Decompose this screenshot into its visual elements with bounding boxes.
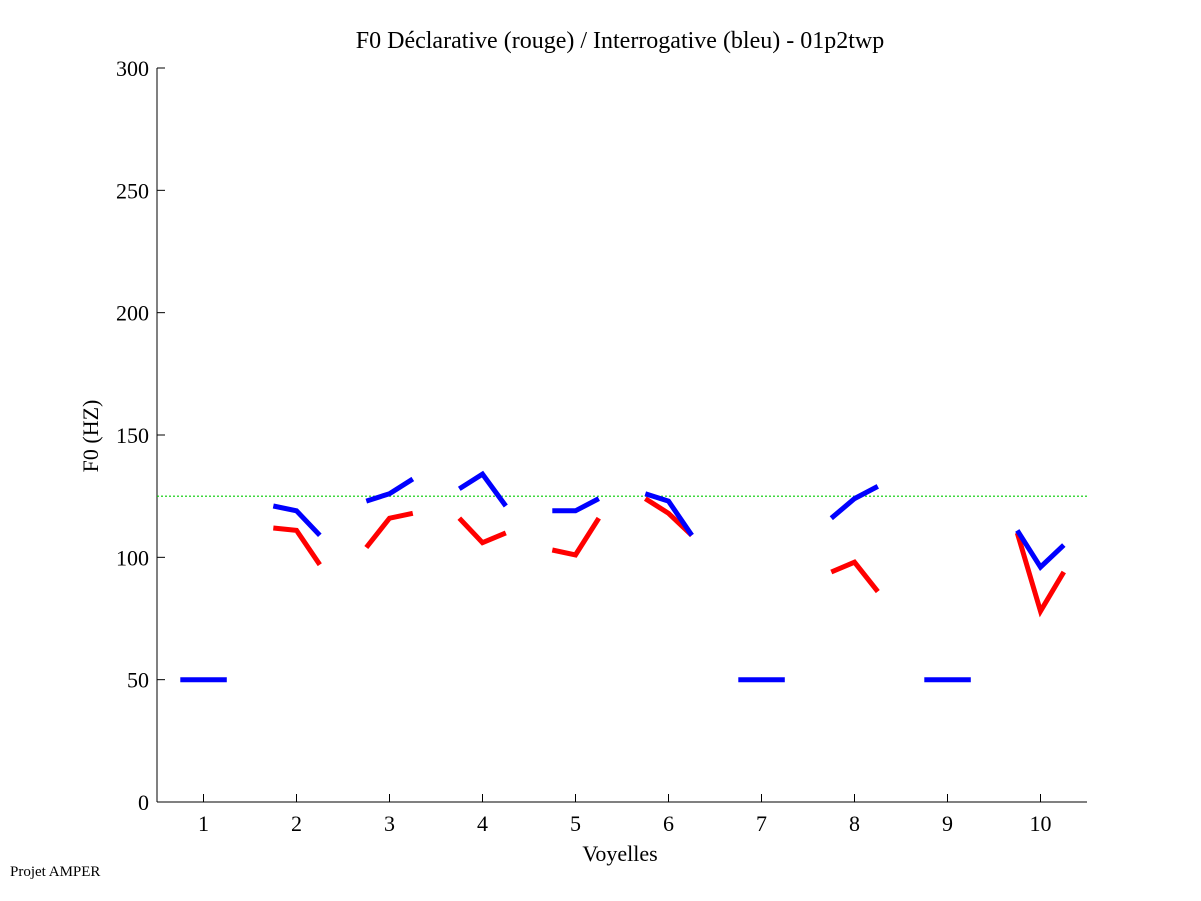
blue-series-segment-vowel-3 xyxy=(365,476,415,504)
red-series-segment-vowel-8 xyxy=(830,559,880,594)
y-tick-label: 250 xyxy=(116,178,149,203)
blue-series-segment-vowel-8 xyxy=(829,484,879,521)
y-tick-label: 300 xyxy=(116,56,149,81)
x-tick-label: 7 xyxy=(756,811,767,836)
red-series-segment-vowel-10 xyxy=(1014,532,1066,618)
chart-title: F0 Déclarative (rouge) / Interrogative (… xyxy=(356,28,884,54)
y-tick-label: 100 xyxy=(116,545,149,570)
red-series-segment-vowel-5 xyxy=(551,516,601,558)
footer-credit: Projet AMPER xyxy=(10,864,101,880)
red-series-segment-vowel-3 xyxy=(364,510,414,550)
y-tick-label: 50 xyxy=(127,668,149,693)
blue-series-segment-vowel-6 xyxy=(644,491,694,537)
blue-series-segment-vowel-2 xyxy=(272,503,322,538)
x-tick-label: 10 xyxy=(1030,811,1052,836)
red-series-segment-vowel-2 xyxy=(273,525,322,567)
x-tick-label: 9 xyxy=(942,811,953,836)
x-tick-label: 5 xyxy=(570,811,581,836)
red-series-segment-vowel-4 xyxy=(457,516,507,546)
y-tick-label: 150 xyxy=(116,423,149,448)
x-tick-label: 4 xyxy=(477,811,488,836)
y-tick-label: 200 xyxy=(116,301,149,326)
blue-series-segment-vowel-10 xyxy=(1015,529,1066,572)
blue-series-segment-vowel-5 xyxy=(552,496,600,514)
y-axis-label: F0 (HZ) xyxy=(78,400,103,473)
x-tick-label: 8 xyxy=(849,811,860,836)
blue-series-segment-vowel-4 xyxy=(457,470,508,508)
x-tick-label: 2 xyxy=(291,811,302,836)
x-tick-label: 6 xyxy=(663,811,674,836)
y-tick-label: 0 xyxy=(138,790,149,815)
series-group xyxy=(180,470,1066,683)
x-tick-label: 1 xyxy=(198,811,209,836)
x-tick-label: 3 xyxy=(384,811,395,836)
x-axis-label: Voyelles xyxy=(582,841,657,866)
axes: 0 50 100 150 200 250 300 1 2 3 4 5 6 7 8 9 10 xyxy=(116,56,1087,836)
